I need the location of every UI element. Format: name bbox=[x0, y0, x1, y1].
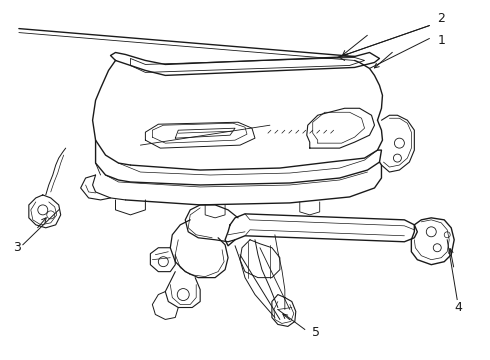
Text: 1: 1 bbox=[437, 34, 445, 47]
Text: 5: 5 bbox=[312, 326, 320, 339]
Text: 2: 2 bbox=[437, 12, 445, 25]
Text: 4: 4 bbox=[454, 301, 462, 314]
Text: 3: 3 bbox=[13, 241, 21, 254]
